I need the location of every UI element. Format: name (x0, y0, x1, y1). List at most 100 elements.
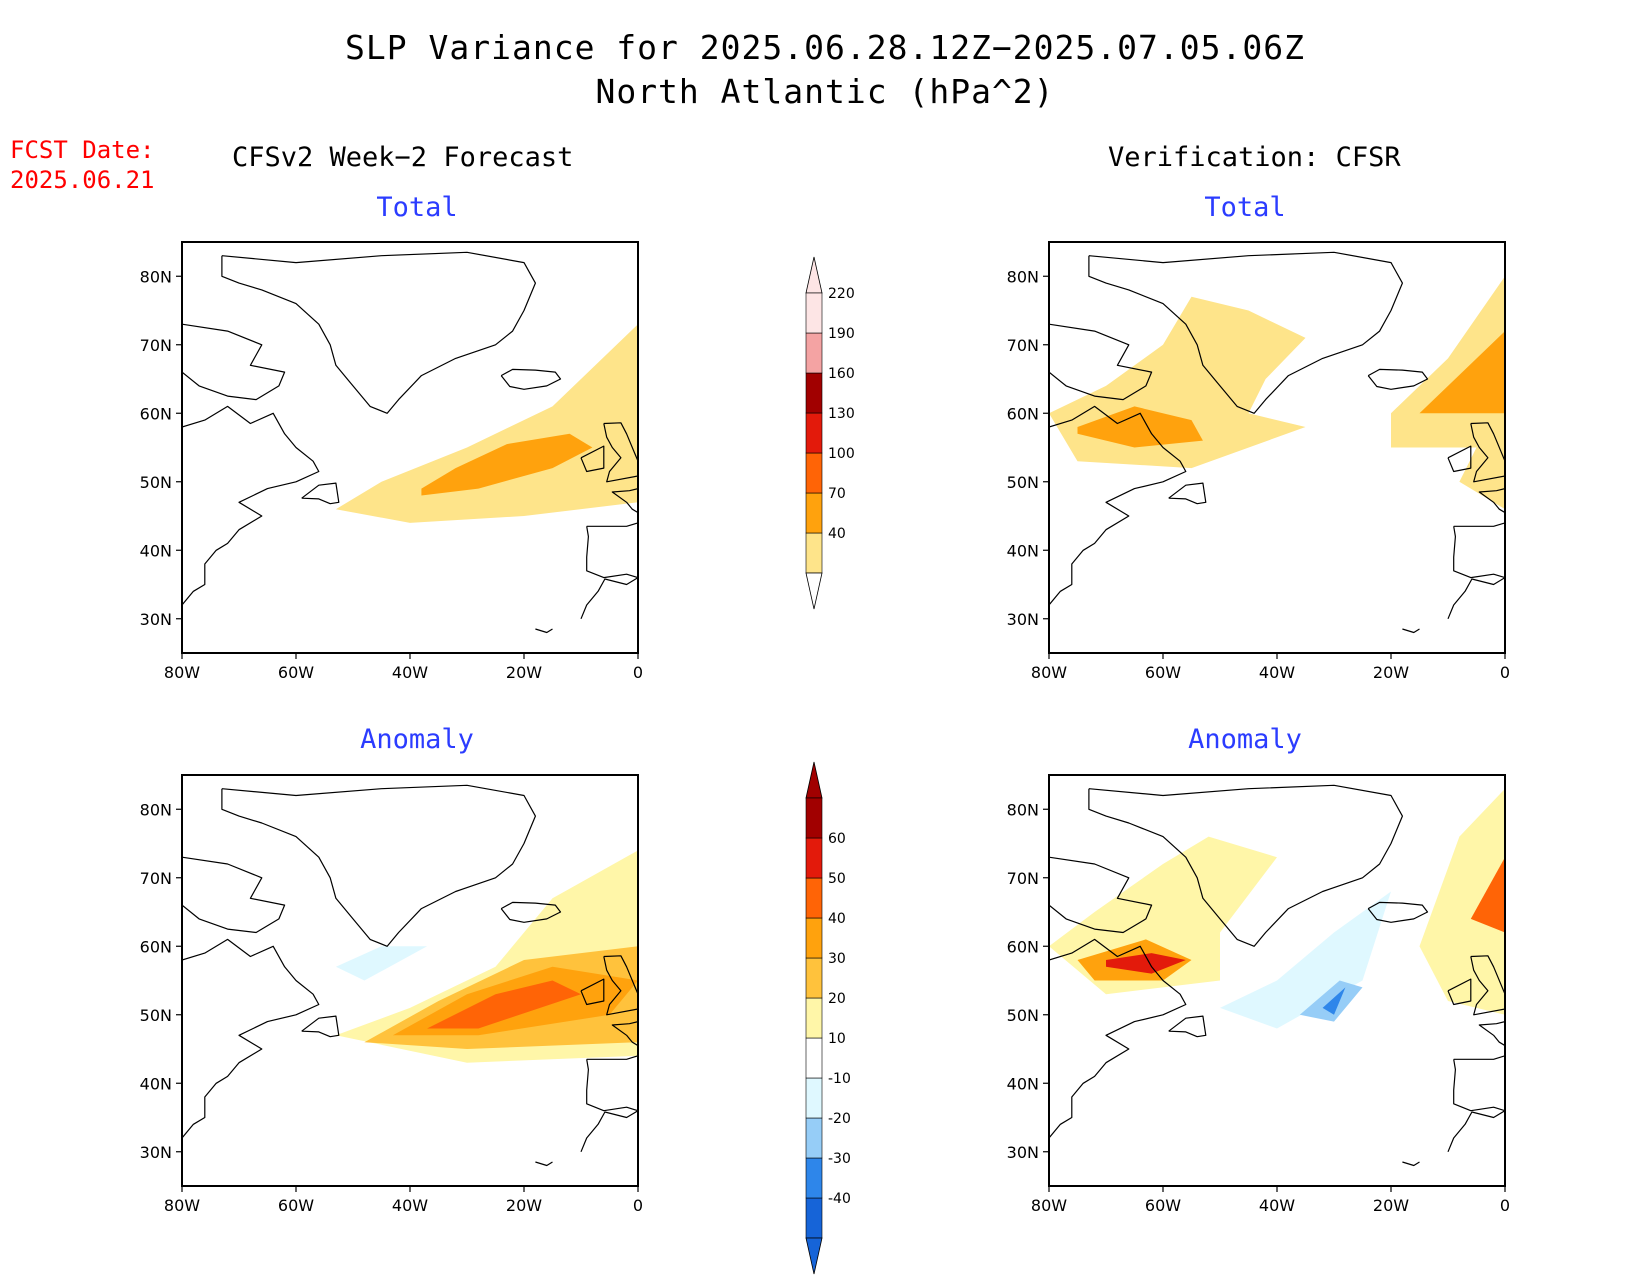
colorbar-segment (805, 332, 823, 374)
x-tick-label: 40W (1259, 1196, 1295, 1215)
shaded-region-40 (1470, 857, 1505, 933)
shaded-region-70 (421, 433, 593, 496)
y-tick-label: 50N (1007, 473, 1039, 492)
colorbar-segment (805, 292, 823, 334)
colorbar-segment (805, 917, 823, 959)
x-tick-label: 20W (1373, 1196, 1409, 1215)
y-tick-label: 40N (140, 1074, 172, 1093)
y-tick-label: 60N (1007, 404, 1039, 423)
colorbar-label: 40 (828, 526, 846, 542)
x-tick-label: 20W (1373, 663, 1409, 682)
colorbar-label: 60 (828, 831, 846, 847)
x-tick-label: 60W (1145, 1196, 1181, 1215)
y-tick-label: 70N (140, 869, 172, 888)
y-tick-label: 30N (1007, 610, 1039, 629)
colorbar-label: 50 (828, 871, 846, 887)
x-tick-label: 0 (1500, 663, 1510, 682)
forecast-date-value: 2025.06.21 (10, 166, 155, 194)
colorbar-segment (805, 452, 823, 494)
colorbar-segment (805, 532, 823, 574)
x-tick-label: 40W (392, 663, 428, 682)
y-tick-label: 60N (1007, 937, 1039, 956)
y-tick-label: 70N (1007, 869, 1039, 888)
x-tick-label: 0 (1500, 1196, 1510, 1215)
x-tick-label: 60W (278, 1196, 314, 1215)
colorbar-segment (805, 957, 823, 999)
forecast-total-title: Total (376, 192, 458, 223)
coastline (1049, 251, 1505, 634)
forecast-anomaly-title: Anomaly (360, 724, 474, 755)
shaded-region--30 (1322, 987, 1346, 1015)
y-tick-label: 40N (1007, 541, 1039, 560)
colorbar-label: 220 (828, 286, 855, 302)
shaded-region--10 (1220, 891, 1391, 1029)
colorbar-segment (805, 412, 823, 454)
shaded-region-10 (1419, 788, 1505, 1015)
verification-total-map: 80W 60W 40W 20W 0 30N 40N 50N 60N 70N 80N (1007, 241, 1510, 682)
forecast-total-map: 80W 60W 40W 20W 0 30N 40N 50N 60N 70N 80N (140, 241, 643, 682)
forecast-anomaly-map: 80W 60W 40W 20W 0 30N 40N 50N 60N 70N 80N (140, 774, 643, 1215)
shaded-region-40 (427, 980, 581, 1029)
coastline (1049, 784, 1505, 1167)
x-tick-label: 60W (278, 663, 314, 682)
x-tick-label: 80W (164, 1196, 200, 1215)
colorbar-segment (805, 1037, 823, 1079)
verification-anomaly-title: Anomaly (1188, 724, 1302, 755)
y-tick-label: 40N (1007, 1074, 1039, 1093)
colorbar-label: 130 (828, 406, 855, 422)
main-title: SLP Variance for 2025.06.28.12Z−2025.07.… (345, 28, 1305, 67)
colorbar-label: -10 (828, 1071, 851, 1087)
colorbar-anomaly: -40 -30 -20 -10 10 20 30 40 50 60 (805, 761, 851, 1275)
y-tick-label: 60N (140, 937, 172, 956)
colorbar-segment (805, 997, 823, 1039)
y-tick-label: 80N (140, 267, 172, 286)
colorbar-label: 160 (828, 366, 855, 382)
verification-anomaly-map: 80W 60W 40W 20W 0 30N 40N 50N 60N 70N 80N (1007, 774, 1510, 1215)
colorbar-segment (805, 837, 823, 879)
y-tick-label: 30N (1007, 1143, 1039, 1162)
y-tick-label: 80N (1007, 267, 1039, 286)
colorbar-label: 30 (828, 951, 846, 967)
colorbar-label: 40 (828, 911, 846, 927)
y-tick-label: 30N (140, 610, 172, 629)
colorbar-segment (805, 1157, 823, 1199)
forecast-column-title: CFSv2 Week−2 Forecast (232, 142, 574, 173)
y-tick-label: 60N (140, 404, 172, 423)
forecast-date-label: FCST Date: (10, 136, 155, 164)
colorbar-segment (805, 877, 823, 919)
colorbar-segment (805, 1117, 823, 1159)
x-tick-label: 0 (633, 663, 643, 682)
colorbar-label: -20 (828, 1111, 851, 1127)
main-subtitle: North Atlantic (hPa^2) (595, 72, 1055, 111)
colorbar-label: 100 (828, 446, 855, 462)
y-tick-label: 30N (140, 1143, 172, 1162)
colorbar-segment (805, 492, 823, 534)
y-tick-label: 70N (140, 336, 172, 355)
x-tick-label: 20W (506, 663, 542, 682)
y-tick-label: 40N (140, 541, 172, 560)
colorbar-segment (805, 797, 823, 839)
y-tick-label: 80N (1007, 800, 1039, 819)
x-tick-label: 0 (633, 1196, 643, 1215)
coastline (182, 784, 638, 1167)
colorbar-label: 20 (828, 991, 846, 1007)
y-tick-label: 50N (140, 1006, 172, 1025)
x-tick-label: 40W (392, 1196, 428, 1215)
x-tick-label: 40W (1259, 663, 1295, 682)
shaded-region--10 (335, 946, 428, 981)
colorbar-label: 70 (828, 486, 846, 502)
shaded-region-40 (335, 324, 638, 523)
y-tick-label: 70N (1007, 336, 1039, 355)
colorbar-label: -40 (828, 1191, 851, 1207)
colorbar-segment (805, 372, 823, 414)
shaded-region-70 (1419, 331, 1505, 414)
colorbar-label: 190 (828, 326, 855, 342)
y-tick-label: 50N (140, 473, 172, 492)
x-tick-label: 80W (164, 663, 200, 682)
x-tick-label: 20W (506, 1196, 542, 1215)
coastline (182, 251, 638, 634)
x-tick-label: 80W (1031, 663, 1067, 682)
colorbar-total: 40 70 100 130 160 190 220 (805, 256, 855, 610)
y-tick-label: 80N (140, 800, 172, 819)
